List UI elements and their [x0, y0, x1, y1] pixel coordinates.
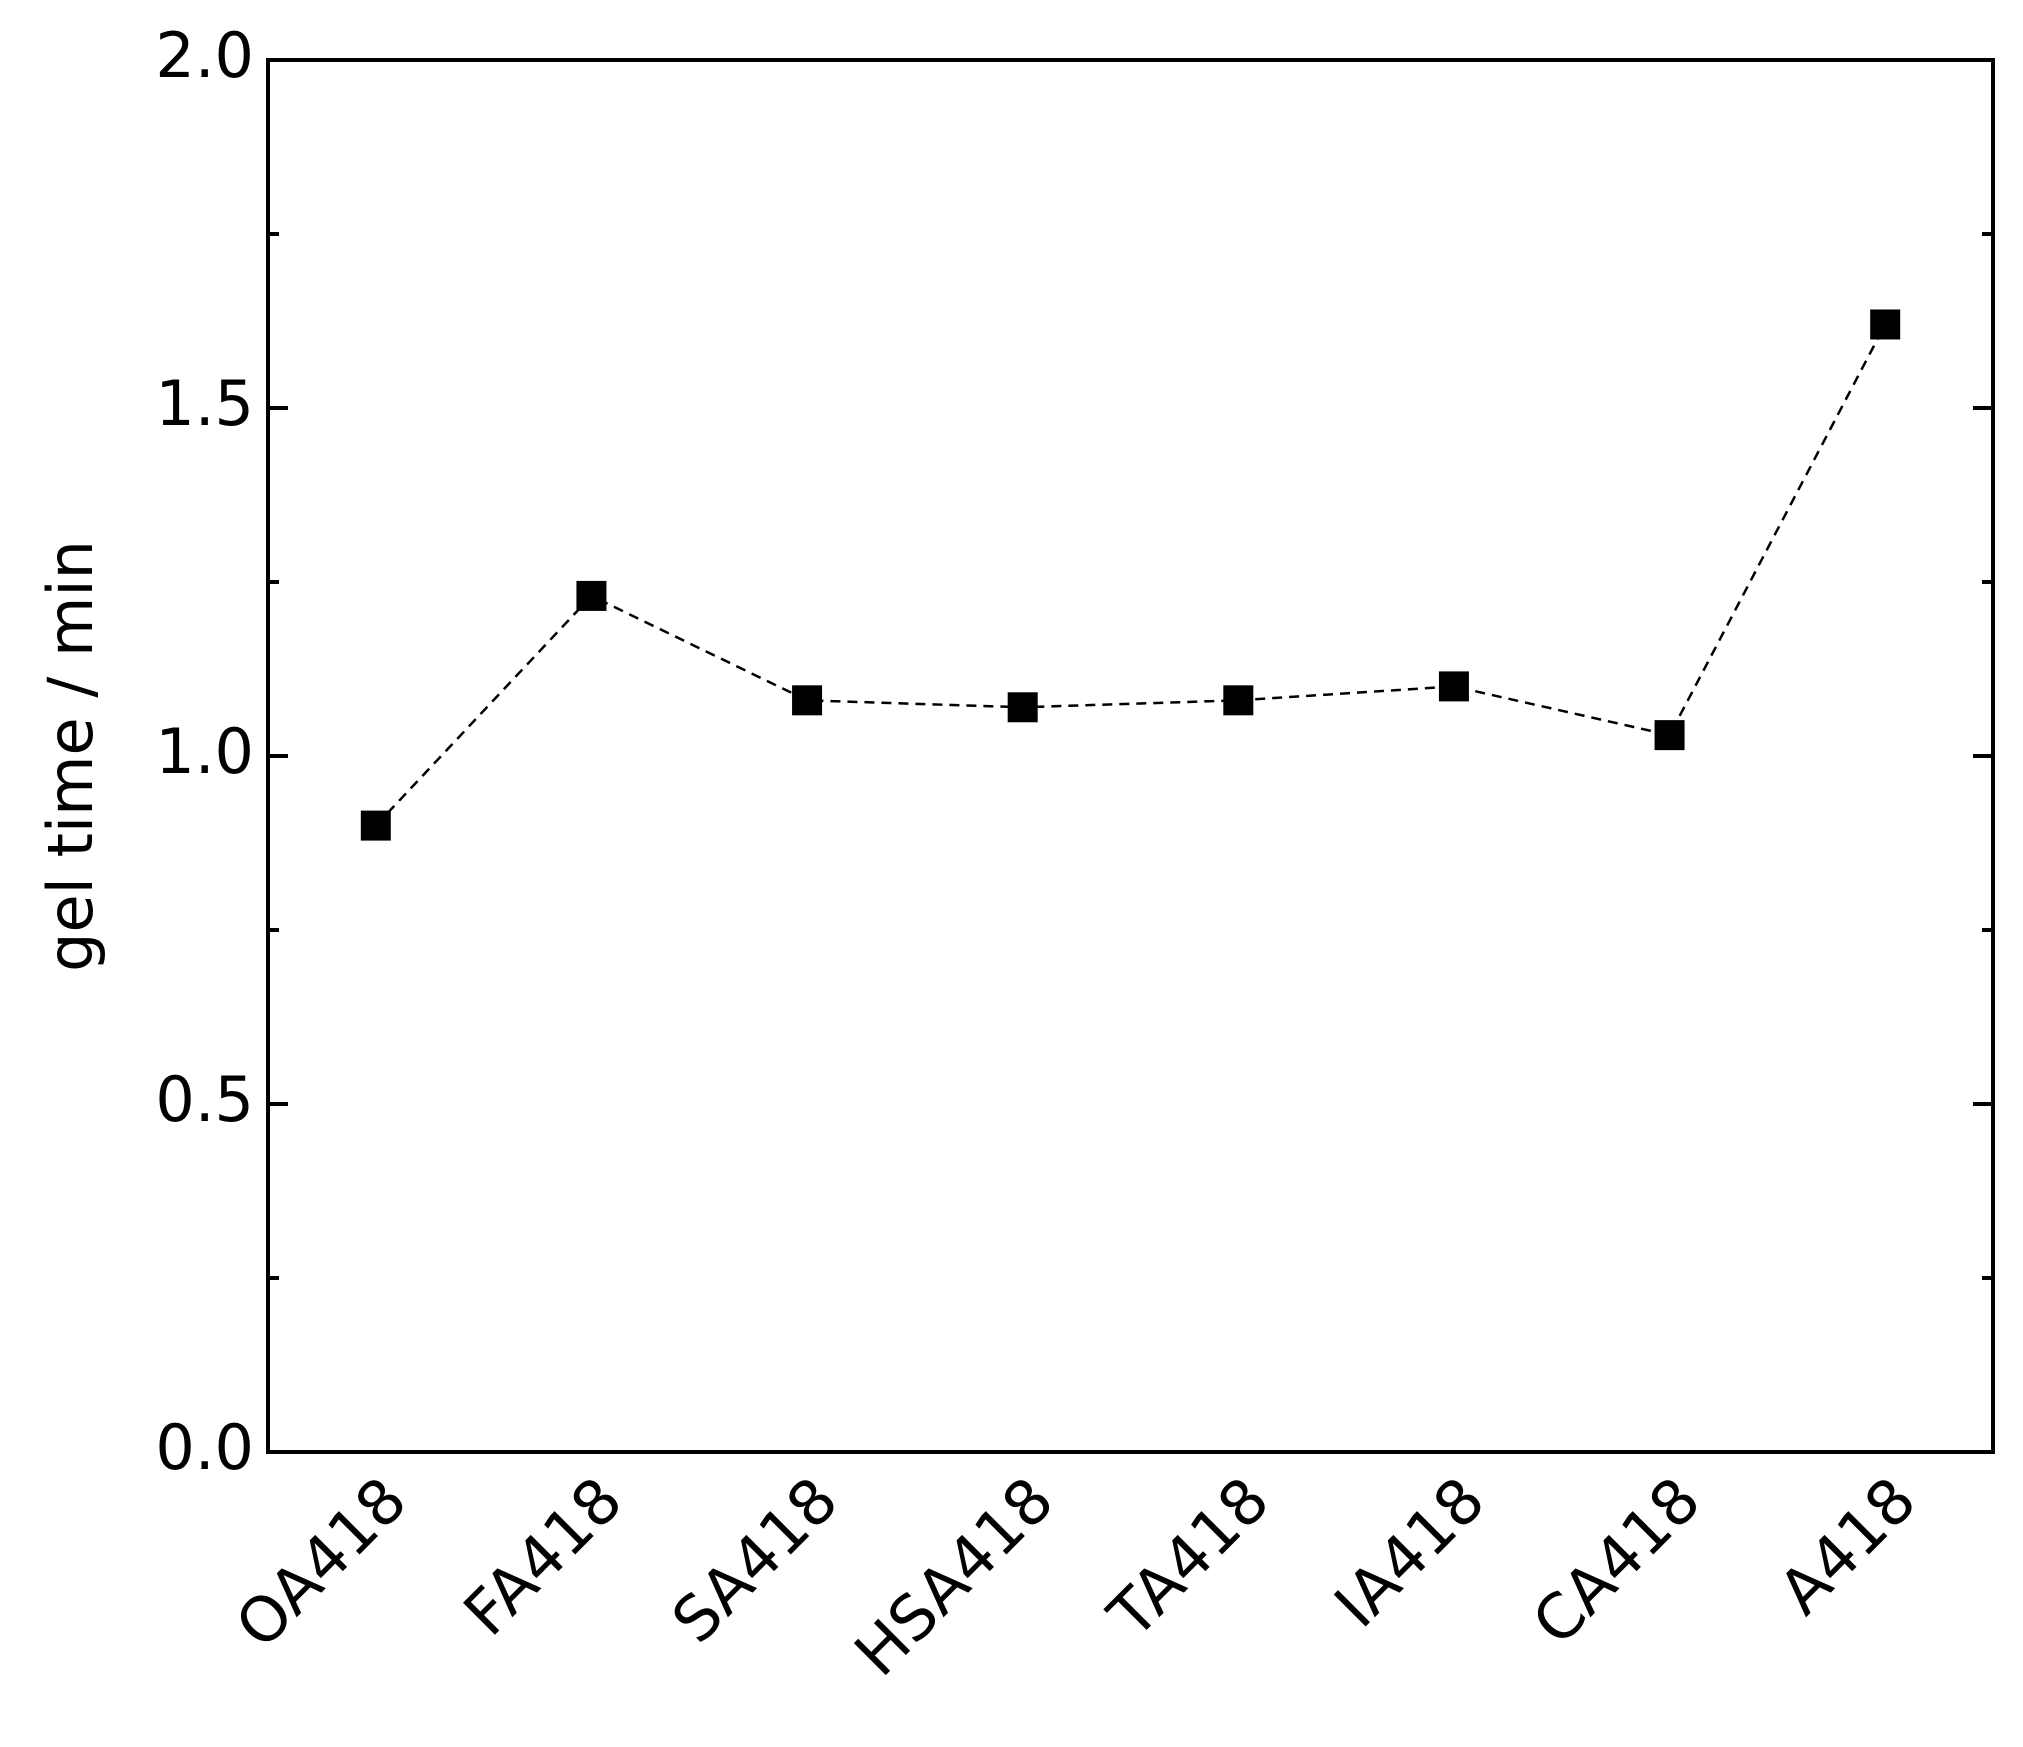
data-marker	[792, 685, 823, 716]
data-marker	[1438, 671, 1469, 702]
x-tick-label: TA418	[1094, 1463, 1283, 1652]
data-marker	[1870, 309, 1901, 340]
x-tick-label: SA418	[658, 1463, 852, 1657]
x-tick-label: OA418	[221, 1463, 420, 1662]
x-tick-label: CA418	[1518, 1463, 1714, 1659]
y-tick-label: 1.5	[155, 367, 254, 440]
y-tick-label: 2.0	[155, 19, 254, 92]
data-line	[374, 323, 1887, 827]
x-tick-label: HSA418	[840, 1463, 1067, 1690]
data-marker	[1007, 692, 1038, 723]
y-tick-label: 0.0	[155, 1411, 254, 1484]
data-marker	[360, 810, 391, 841]
x-tick-label: IA418	[1320, 1463, 1498, 1641]
data-marker	[1654, 720, 1685, 751]
data-marker	[1223, 685, 1254, 716]
plot-frame	[266, 58, 1995, 1454]
x-tick-label: FA418	[450, 1463, 636, 1649]
y-tick-label: 1.0	[155, 715, 254, 788]
y-axis-label: gel time / min	[34, 540, 107, 972]
x-tick-label: A418	[1765, 1463, 1930, 1628]
y-tick-label: 0.5	[155, 1063, 254, 1136]
data-marker	[576, 580, 607, 611]
